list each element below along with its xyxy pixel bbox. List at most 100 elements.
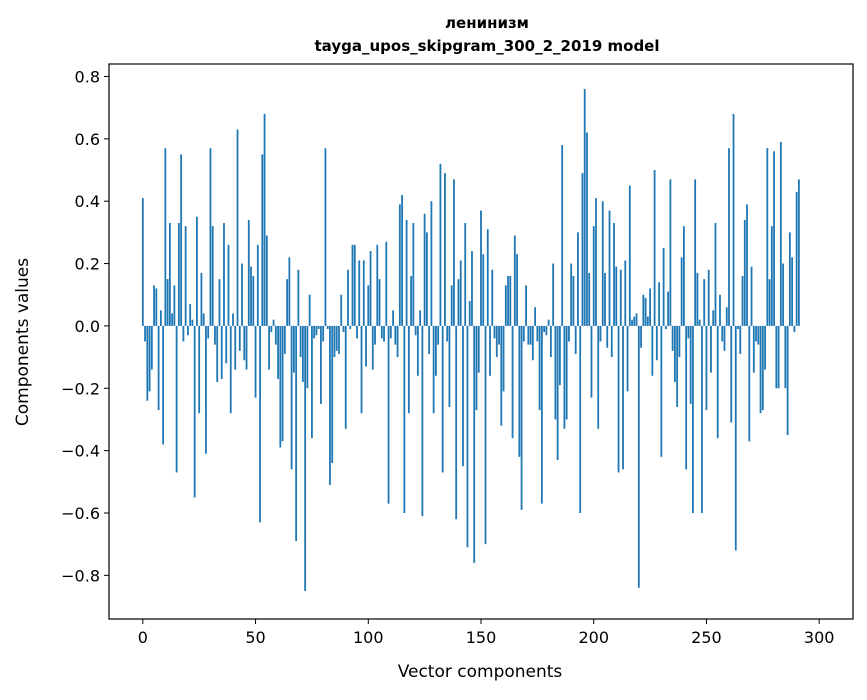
plot-frame [108, 63, 854, 620]
bar [471, 251, 473, 326]
x-tick-label: 150 [466, 628, 497, 647]
bars [141, 88, 800, 591]
bar [543, 325, 546, 333]
bar [689, 325, 692, 404]
x-tick-label: 0 [138, 628, 148, 647]
bar [507, 276, 509, 326]
bar [279, 325, 282, 448]
bar [531, 325, 534, 361]
bar [441, 325, 444, 473]
bar [439, 163, 442, 326]
bar [171, 313, 174, 326]
bar [241, 263, 243, 326]
bar [577, 232, 579, 326]
bar [189, 304, 192, 326]
bar [459, 260, 462, 326]
bar [444, 173, 446, 326]
x-tick-label: 50 [245, 628, 265, 647]
y-axis-label: Components values [13, 258, 33, 426]
bar [356, 325, 358, 339]
bar [166, 279, 169, 326]
bar [180, 154, 183, 326]
bar [795, 191, 798, 326]
bar [599, 325, 602, 342]
bar [477, 325, 480, 373]
bar [791, 257, 794, 326]
bar [367, 285, 370, 326]
bar [274, 325, 277, 345]
bar [757, 325, 760, 345]
bar [701, 325, 703, 513]
bar [315, 325, 318, 336]
bar [549, 325, 552, 358]
bar [374, 325, 376, 345]
bar [579, 325, 582, 513]
bar [347, 269, 349, 326]
bar [737, 325, 739, 330]
bar [193, 325, 196, 498]
bar [615, 266, 618, 326]
bar [430, 201, 433, 326]
bar [173, 285, 176, 326]
bar [286, 279, 289, 326]
bar [565, 325, 568, 420]
bar [290, 325, 293, 470]
bar [502, 325, 505, 392]
bar [216, 325, 219, 383]
bar [220, 325, 223, 379]
bar [475, 325, 478, 411]
bar [511, 325, 514, 439]
bar [766, 148, 769, 326]
bar [712, 310, 715, 326]
y-tick-label: 0.0 [75, 317, 100, 336]
bar [324, 148, 327, 326]
bar [592, 226, 595, 326]
bar [378, 279, 381, 326]
bar [777, 325, 780, 389]
bar [527, 325, 530, 345]
bar [680, 257, 683, 326]
bar [200, 272, 203, 326]
bar [453, 179, 455, 326]
bar [306, 325, 309, 389]
bar [473, 325, 476, 563]
bar [229, 325, 232, 414]
bar [369, 251, 372, 326]
bar [707, 269, 710, 326]
bar [678, 325, 681, 358]
bar [234, 325, 237, 370]
bar [259, 325, 261, 523]
bar [635, 313, 638, 326]
bar [773, 151, 775, 326]
bar [371, 325, 374, 370]
y-tick-label: −0.8 [61, 566, 100, 585]
bar [423, 213, 426, 326]
bar [658, 282, 661, 326]
x-axis: 0 50 100 150 200 250 300 [138, 619, 834, 647]
bar [694, 179, 697, 326]
bar [376, 244, 379, 326]
bar [468, 300, 471, 326]
bar [398, 204, 401, 326]
bar [254, 325, 257, 398]
bar [556, 325, 559, 460]
bar [538, 325, 541, 411]
bar [581, 173, 584, 326]
bar [782, 263, 785, 326]
bar [563, 325, 566, 429]
bar [146, 325, 149, 401]
bar [559, 325, 561, 386]
bar [664, 325, 667, 330]
bar [207, 325, 210, 339]
bar [683, 226, 685, 326]
bar [545, 325, 548, 336]
bar [673, 325, 676, 383]
bar [547, 319, 550, 326]
bar [141, 198, 144, 326]
bar [703, 279, 706, 326]
bar [748, 325, 751, 442]
bar [238, 325, 241, 351]
bar [387, 325, 390, 504]
